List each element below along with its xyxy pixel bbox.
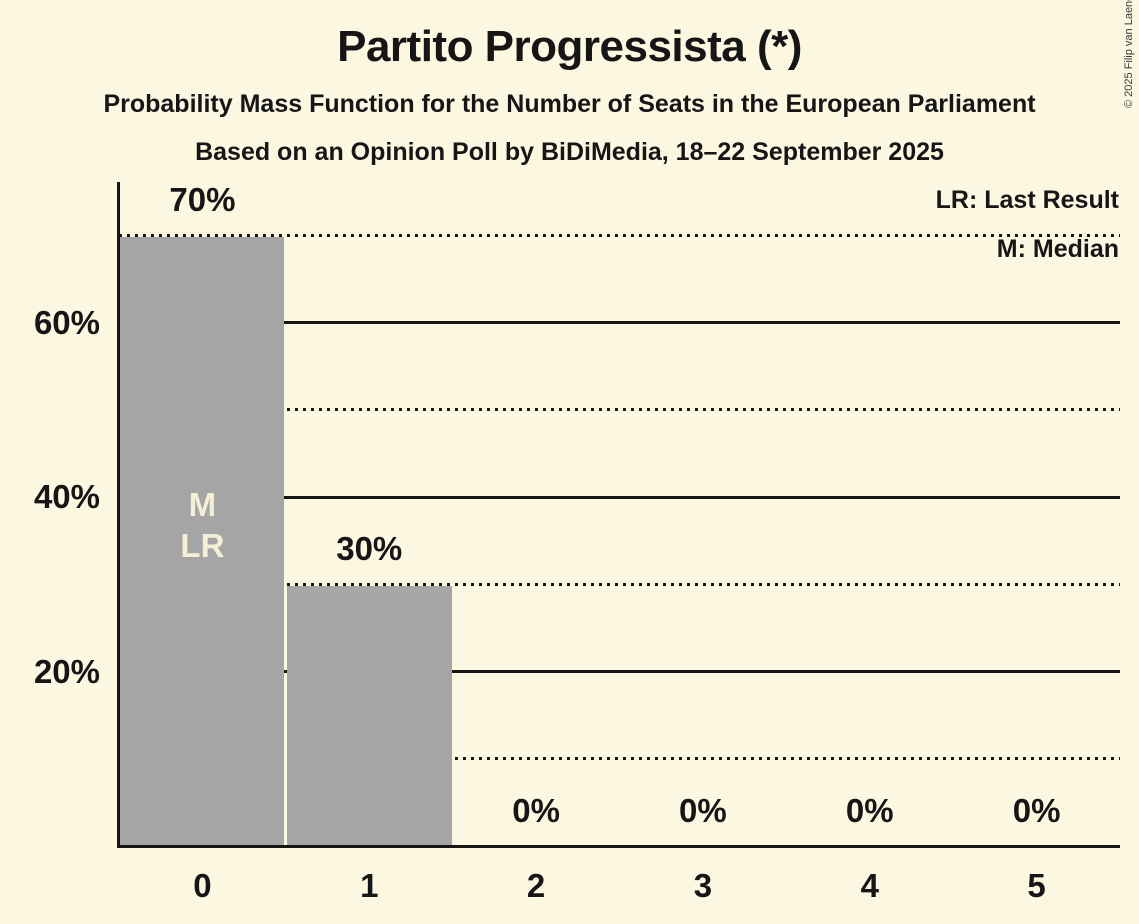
- gridline-solid-20: [119, 670, 1120, 674]
- x-axis-line: [117, 845, 1120, 848]
- x-tick-label-0: 0: [193, 867, 212, 904]
- plot-area: 70% 30% 0% 0% 0% 0% M LR: [119, 181, 1120, 846]
- bar-annotation-median-last-result: M LR: [122, 484, 282, 566]
- legend-last-result: LR: Last Result: [935, 186, 1119, 214]
- x-tick-label-4: 4: [860, 867, 879, 904]
- chart-title: Partito Progressista (*): [337, 22, 802, 71]
- x-tick-label-1: 1: [360, 867, 379, 904]
- bar-seats-1: [286, 586, 452, 846]
- bar-value-label-1: 30%: [336, 530, 403, 568]
- y-tick-label-20: 20%: [33, 652, 100, 690]
- gridline-solid-60: [119, 321, 1120, 325]
- gridline-solid-40: [119, 495, 1120, 499]
- y-axis-line: [117, 182, 120, 848]
- y-tick-label-60: 60%: [33, 303, 100, 341]
- x-tick-label-5: 5: [1027, 867, 1046, 904]
- bar-value-label-3: 0%: [679, 792, 727, 829]
- x-tick-label-3: 3: [693, 867, 713, 904]
- bar-value-label-2: 0%: [512, 792, 560, 829]
- chart-subtitle: Probability Mass Function for the Number…: [103, 90, 1036, 118]
- bar-seats-0: [119, 237, 284, 846]
- gridline-dotted-70: [119, 233, 1120, 237]
- x-tick-label-2: 2: [526, 867, 546, 904]
- chart-poll-subtitle: Based on an Opinion Poll by BiDiMedia, 1…: [195, 138, 944, 166]
- gridline-dotted-50: [119, 408, 1120, 412]
- legend-median: M: Median: [996, 235, 1119, 263]
- gridline-dotted-10: [119, 757, 1120, 761]
- annotation-line: M: [188, 486, 217, 524]
- bar-value-label-4: 0%: [845, 792, 894, 829]
- y-tick-label-40: 40%: [33, 478, 100, 516]
- annotation-line: LR: [180, 527, 225, 565]
- bar-value-label-0: 70%: [169, 181, 236, 219]
- gridline-dotted-30: [119, 582, 1120, 586]
- bar-value-label-5: 0%: [1012, 792, 1061, 829]
